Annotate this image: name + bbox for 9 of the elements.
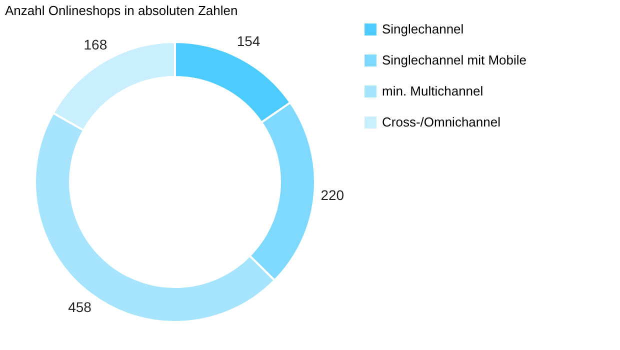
legend-label: Cross-/Omnichannel	[382, 114, 501, 130]
data-label: 168	[84, 36, 108, 52]
legend-label: Singlechannel mit Mobile	[382, 52, 527, 68]
legend-label: min. Multichannel	[382, 84, 484, 98]
chart-title: Anzahl Onlineshops in absoluten Zahlen	[5, 3, 238, 18]
data-label: 154	[236, 33, 260, 50]
data-label: 458	[68, 299, 92, 316]
legend-label: Singlechannel	[382, 22, 464, 36]
data-label: 220	[320, 186, 344, 203]
